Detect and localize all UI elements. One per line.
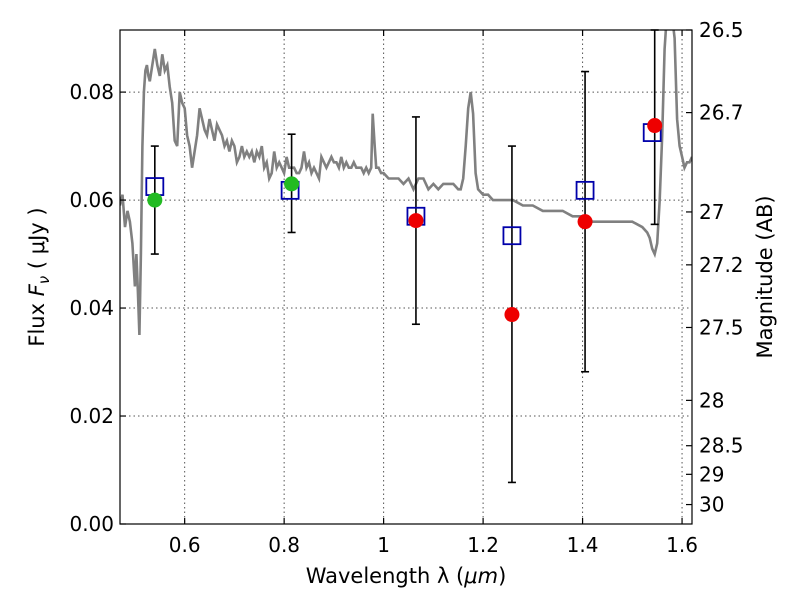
model-spectrum-layer — [120, 30, 692, 336]
magnitude-tick-label: 26.5 — [699, 18, 744, 42]
y-tick-label: 0.04 — [69, 296, 114, 320]
observation-point — [408, 213, 424, 229]
magnitude-tick-label: 30 — [699, 493, 724, 517]
magnitude-axis-ticks: 26.5 26.7 27 27.2 27.5 28 28.5 29 30 — [686, 18, 744, 517]
x-tick-label: 1.6 — [666, 533, 698, 557]
x-tick-label: 0.6 — [169, 533, 201, 557]
observation-point — [647, 118, 663, 134]
model-point-square — [502, 226, 522, 246]
magnitude-tick-label: 26.7 — [699, 101, 744, 125]
magnitude-tick-label: 27.5 — [699, 315, 744, 339]
x-tick-label: 1.2 — [467, 533, 499, 557]
magnitude-tick-label: 27.2 — [699, 253, 744, 277]
y-tick-label: 0.08 — [69, 80, 114, 104]
x-tick-label: 1 — [377, 533, 390, 557]
observation-point — [577, 214, 593, 230]
grid-lines — [120, 30, 692, 524]
y-tick-label: 0.00 — [69, 512, 114, 536]
magnitude-tick-label: 28 — [699, 388, 724, 412]
y-axis-ticks: 0.00 0.02 0.04 0.06 0.08 — [69, 80, 126, 536]
x-axis-ticks: 0.6 0.8 1 1.2 1.4 1.6 — [169, 30, 698, 557]
y-tick-label: 0.02 — [69, 404, 114, 428]
x-axis-label: Wavelength λ (μm) — [306, 564, 507, 588]
plot-frame — [119, 29, 693, 525]
y-axis-label: Flux Fν ( μJy ) — [25, 207, 53, 346]
observations-layer — [147, 118, 663, 323]
model-point-square — [575, 180, 595, 200]
observation-point — [147, 192, 163, 208]
magnitude-axis-label: Magnitude (AB) — [753, 195, 777, 358]
x-tick-label: 1.4 — [567, 533, 599, 557]
magnitude-tick-label: 27 — [699, 200, 724, 224]
magnitude-tick-label: 29 — [699, 462, 724, 486]
observation-point — [504, 307, 520, 323]
y-tick-label: 0.06 — [69, 188, 114, 212]
model-spectrum-line — [120, 30, 692, 336]
observation-point — [284, 176, 300, 192]
x-tick-label: 0.8 — [268, 533, 300, 557]
magnitude-tick-label: 28.5 — [699, 434, 744, 458]
